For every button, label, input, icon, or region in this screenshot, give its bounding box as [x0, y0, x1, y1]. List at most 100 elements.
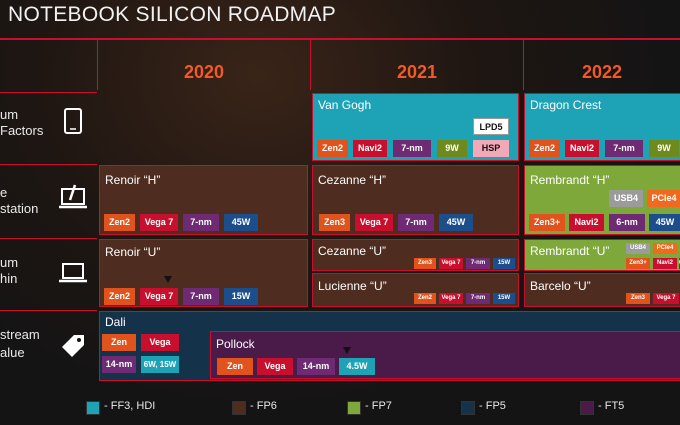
chip-name: Barcelo “U”	[530, 279, 591, 293]
pollock-cell: Pollock Zen Vega 14-nm 4.5W	[210, 331, 680, 379]
chip-name: Rembrandt “U”	[530, 244, 610, 258]
cpu-chip: Zen3	[414, 258, 436, 269]
cpu-chip: Zen3	[319, 214, 350, 231]
tdp-chip: 4.5W	[339, 358, 375, 375]
van-gogh-cell: Van Gogh Zen2 Navi2 7-nm 9W LPD5 HSP	[312, 93, 519, 161]
cpu-chip: Zen2	[529, 140, 560, 157]
row-label-line2: Factors	[0, 123, 44, 138]
dragon-crest-cell: Dragon Crest Zen2 Navi2 7-nm 9W	[524, 93, 680, 161]
legend-label: - FF3, HDI	[104, 400, 156, 412]
legend-label: - FP6	[250, 400, 277, 412]
title-divider	[0, 38, 680, 40]
process-chip: 7-nm	[605, 140, 643, 157]
chip-name: Cezanne “U”	[318, 244, 387, 258]
legend-swatch	[580, 401, 594, 415]
tdp-chip: 9W	[437, 140, 467, 157]
legend-swatch	[232, 401, 246, 415]
legend: - FF3, HDI - FP6 - FP7 - FP5 - FT5	[0, 397, 680, 417]
chip-name: Rembrandt “H”	[530, 173, 610, 187]
legend-label: - FT5	[598, 400, 625, 412]
process-chip: 7-nm	[183, 214, 219, 231]
gpu-chip: Vega 7	[140, 214, 178, 231]
legend-swatch	[461, 401, 475, 415]
usb4-chip: USB4	[609, 190, 643, 207]
cpu-chip: Zen3+	[529, 214, 565, 231]
gpu-chip: Vega 7	[140, 288, 178, 305]
tdp-chip: 45W	[649, 214, 680, 231]
tablet-icon	[64, 108, 82, 134]
process-chip: 6-nm	[609, 214, 645, 231]
chip-name: Dragon Crest	[530, 98, 602, 112]
legend-swatch	[86, 401, 100, 415]
year-header-2021: 2021	[310, 40, 523, 90]
lucienne-u-cell: Lucienne “U” Zen2 Vega 7 7-nm 15W	[312, 273, 519, 307]
gpu-chip: Vega 7	[439, 258, 463, 269]
chip-name: Van Gogh	[318, 98, 372, 112]
row-label-line2: hin	[0, 271, 18, 286]
pcie4-chip: PCIe4	[647, 190, 680, 207]
tdp-chip: 45W	[439, 214, 473, 231]
year-header-2022: 2022	[523, 40, 680, 90]
legend-label: - FP5	[479, 400, 506, 412]
pcie4-chip: PCIe4	[653, 243, 677, 254]
tdp-chip: 45W	[224, 214, 258, 231]
row-label-thin: um hin	[0, 238, 97, 308]
usb4-chip: USB4	[626, 243, 650, 254]
page-title: NOTEBOOK SILICON ROADMAP	[8, 3, 337, 26]
row-label-mainstream: stream alue	[0, 310, 97, 382]
tdp-chip: 9W	[649, 140, 679, 157]
rembrandt-h-cell: Rembrandt “H” USB4 PCIe4 Zen3+ Navi2 6-n…	[524, 165, 680, 235]
row-label-line1: um	[0, 255, 19, 270]
chip-name: Pollock	[216, 337, 255, 351]
process-chip: 7-nm	[393, 140, 431, 157]
legend-swatch	[347, 401, 361, 415]
gpu-chip: Vega 7	[653, 293, 679, 304]
row-label-line1: e	[0, 185, 8, 200]
cpu-chip: Zen2	[104, 214, 135, 231]
legend-label: - FP7	[365, 400, 392, 412]
row-label-workstation: e station	[0, 164, 97, 236]
price-tag-icon	[62, 335, 84, 357]
gpu-chip: Vega 7	[355, 214, 393, 231]
year-label: 2022	[581, 62, 623, 82]
tdp-chip: 6W, 15W	[141, 356, 179, 373]
memory-chip: LPD5	[473, 118, 509, 135]
chip-name: Renoir “U”	[105, 245, 161, 259]
gpu-chip: Vega 7	[439, 293, 463, 304]
laptop-icon	[59, 263, 87, 283]
chip-name: Renoir “H”	[105, 173, 161, 187]
rembrandt-u-cell: Rembrandt “U” USB4 PCIe4 Zen3+ Navi2 6-n…	[524, 239, 680, 271]
row-label-line1: um	[0, 107, 19, 122]
tdp-chip: 15W	[493, 258, 515, 269]
year-header-2020: 2020	[97, 40, 310, 90]
barcelo-u-cell: Barcelo “U” Zen3 Vega 7	[524, 273, 680, 307]
cezanne-h-cell: Cezanne “H” Zen3 Vega 7 7-nm 45W	[312, 165, 519, 235]
cpu-chip: Zen2	[317, 140, 348, 157]
chip-name: Cezanne “H”	[318, 173, 387, 187]
cpu-chip: Zen	[102, 334, 136, 351]
year-label: 2021	[396, 62, 438, 82]
pointer-marker	[164, 276, 172, 283]
gpu-chip: Navi2	[653, 258, 677, 269]
cpu-chip: Zen	[217, 358, 253, 375]
laptop-pen-icon	[59, 184, 87, 209]
pointer-marker	[343, 347, 351, 354]
gpu-chip: Vega	[257, 358, 293, 375]
tdp-chip: 15W	[493, 293, 515, 304]
chip-name: Dali	[105, 315, 126, 329]
security-chip: HSP	[473, 140, 509, 157]
renoir-u-cell: Renoir “U” Zen2 Vega 7 7-nm 15W	[99, 239, 308, 307]
gpu-chip: Vega	[141, 334, 179, 351]
cpu-chip: Zen2	[414, 293, 436, 304]
gpu-chip: Navi2	[565, 140, 599, 157]
renoir-h-cell: Renoir “H” Zen2 Vega 7 7-nm 45W	[99, 165, 308, 235]
process-chip: 7-nm	[466, 293, 490, 304]
row-label-line2: alue	[0, 345, 25, 360]
gpu-chip: Navi2	[569, 214, 604, 231]
gpu-chip: Navi2	[353, 140, 387, 157]
process-chip: 7-nm	[466, 258, 490, 269]
process-chip: 7-nm	[398, 214, 434, 231]
row-label-line2: station	[0, 201, 39, 216]
process-chip: 14-nm	[102, 356, 136, 373]
cpu-chip: Zen2	[104, 288, 135, 305]
